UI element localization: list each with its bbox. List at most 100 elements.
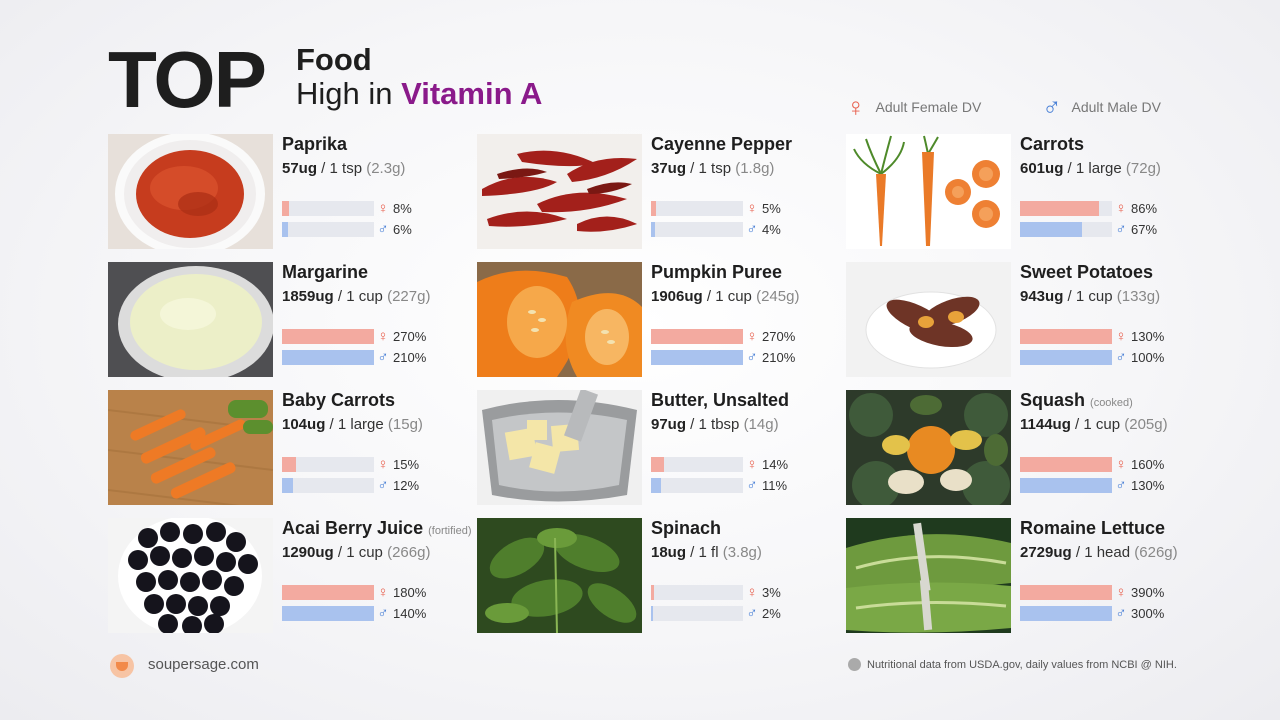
male-dv-bar [651,606,743,621]
food-card[interactable]: Margarine 1859ug / 1 cup (227g) ♀ 270% ♂ 2… [108,262,458,378]
male-dv-bar [1020,350,1112,365]
footer-site-link[interactable]: soupersage.com [148,656,259,673]
food-name: Paprika [282,134,348,154]
acai-berries-image [108,518,273,633]
food-name: Squash (cooked) [1020,390,1133,410]
male-dv-bar [1020,478,1112,493]
food-amount: 1906ug / 1 cup (245g) [651,288,800,305]
male-icon: ♂ [1042,92,1062,122]
male-dv-bar [282,222,374,237]
female-icon: ♀ [377,328,389,345]
female-icon: ♀ [746,456,758,473]
food-card[interactable]: Pumpkin Puree 1906ug / 1 cup (245g) ♀ 270… [477,262,827,378]
food-card[interactable]: Romaine Lettuce 2729ug / 1 head (626g) ♀… [846,518,1196,634]
food-name: Baby Carrots [282,390,396,410]
food-amount: 1290ug / 1 cup (266g) [282,544,431,561]
food-name: Butter, Unsalted [651,390,790,410]
legend-female-label: Adult Female DV [875,99,982,115]
food-card[interactable]: Sweet Potatoes 943ug / 1 cup (133g) ♀ 130… [846,262,1196,378]
soupersage-logo-icon [110,654,134,678]
female-icon: ♀ [1115,584,1127,601]
food-card[interactable]: Spinach 18ug / 1 fl (3.8g) ♀ 3% ♂ 2% [477,518,827,634]
male-icon: ♂ [377,477,389,494]
food-amount: 2729ug / 1 head (626g) [1020,544,1178,561]
title-line-1: Food [296,42,372,77]
male-dv-bar [282,350,374,365]
food-amount: 37ug / 1 tsp (1.8g) [651,160,775,177]
female-dv-bar [1020,457,1112,472]
male-icon: ♂ [1115,605,1127,622]
female-icon: ♀ [846,92,866,122]
title-highlight: Vitamin A [401,76,543,111]
pumpkin-image [477,262,642,377]
food-card[interactable]: Baby Carrots 104ug / 1 large (15g) ♀ 15% … [108,390,458,506]
female-dv-value: ♀ 86% [1115,200,1158,217]
baby-carrots-image [108,390,273,505]
title-line-2-prefix: High in [296,76,402,111]
female-icon: ♀ [1115,456,1127,473]
female-icon: ♀ [1115,328,1127,345]
food-amount: 1859ug / 1 cup (227g) [282,288,431,305]
food-name: Acai Berry Juice (fortified) [282,518,472,538]
cayenne-pepper-image [477,134,642,249]
food-name: Romaine Lettuce [1020,518,1166,538]
female-dv-value: ♀ 160% [1115,456,1165,473]
food-name: Spinach [651,518,722,538]
male-icon: ♂ [746,221,758,238]
food-name: Carrots [1020,134,1085,154]
male-dv-value: ♂ 2% [746,605,781,622]
female-icon: ♀ [746,328,758,345]
female-icon: ♀ [1115,200,1127,217]
legend-female: ♀ Adult Female DV [846,92,981,122]
food-card[interactable]: Squash (cooked) 1144ug / 1 cup (205g) ♀ 1… [846,390,1196,506]
food-card[interactable]: Butter, Unsalted 97ug / 1 tbsp (14g) ♀ 14… [477,390,827,506]
male-icon: ♂ [377,349,389,366]
male-dv-value: ♂ 210% [377,349,427,366]
male-icon: ♂ [1115,221,1127,238]
female-dv-bar [1020,201,1112,216]
food-card[interactable]: Carrots 601ug / 1 large (72g) ♀ 86% ♂ 67% [846,134,1196,250]
info-dot-icon [848,658,861,671]
food-name: Cayenne Pepper [651,134,793,154]
female-icon: ♀ [746,200,758,217]
food-card[interactable]: Acai Berry Juice (fortified) 1290ug / 1 … [108,518,472,634]
male-icon: ♂ [746,477,758,494]
female-dv-bar [1020,585,1112,600]
male-dv-bar [1020,222,1112,237]
food-amount: 601ug / 1 large (72g) [1020,160,1161,177]
male-icon: ♂ [746,349,758,366]
female-dv-value: ♀ 3% [746,584,781,601]
male-dv-value: ♂ 130% [1115,477,1165,494]
female-dv-value: ♀ 270% [746,328,796,345]
female-dv-value: ♀ 270% [377,328,427,345]
female-dv-bar [282,201,374,216]
female-dv-bar [651,457,743,472]
spinach-image [477,518,642,633]
female-dv-value: ♀ 5% [746,200,781,217]
female-dv-value: ♀ 15% [377,456,420,473]
male-dv-value: ♂ 67% [1115,221,1158,238]
title-top: TOP [108,35,267,124]
male-dv-value: ♂ 11% [746,477,788,494]
male-dv-bar [651,222,743,237]
female-dv-bar [282,457,374,472]
food-amount: 97ug / 1 tbsp (14g) [651,416,779,433]
female-dv-value: ♀ 8% [377,200,412,217]
female-icon: ♀ [746,584,758,601]
male-icon: ♂ [1115,477,1127,494]
margarine-image [108,262,273,377]
female-dv-bar [651,201,743,216]
legend-male-label: Adult Male DV [1071,99,1161,115]
footer-source-note: Nutritional data from USDA.gov, daily va… [867,659,1177,671]
romaine-lettuce-image [846,518,1011,633]
butter-image [477,390,642,505]
female-dv-bar [282,329,374,344]
male-dv-value: ♂ 6% [377,221,412,238]
food-card[interactable]: Paprika 57ug / 1 tsp (2.3g) ♀ 8% ♂ 6% [108,134,458,250]
female-icon: ♀ [377,584,389,601]
female-dv-bar [1020,329,1112,344]
male-dv-bar [651,478,743,493]
food-card[interactable]: Cayenne Pepper 37ug / 1 tsp (1.8g) ♀ 5% ♂… [477,134,827,250]
female-dv-value: ♀ 180% [377,584,427,601]
male-dv-value: ♂ 12% [377,477,420,494]
